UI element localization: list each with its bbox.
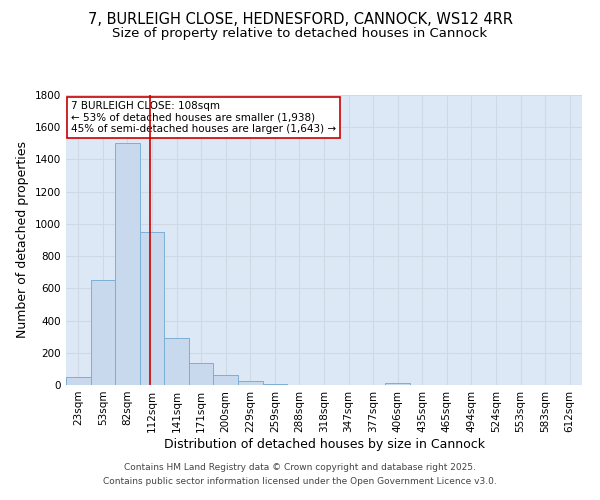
Bar — [263, 384, 287, 385]
Bar — [91, 280, 115, 385]
Bar — [140, 232, 164, 385]
Bar — [385, 383, 410, 385]
Bar — [238, 382, 263, 385]
Text: Size of property relative to detached houses in Cannock: Size of property relative to detached ho… — [112, 28, 488, 40]
Text: Contains HM Land Registry data © Crown copyright and database right 2025.: Contains HM Land Registry data © Crown c… — [124, 464, 476, 472]
Text: Contains public sector information licensed under the Open Government Licence v3: Contains public sector information licen… — [103, 477, 497, 486]
Bar — [164, 338, 189, 385]
Bar — [214, 375, 238, 385]
Bar — [66, 378, 91, 385]
Text: 7 BURLEIGH CLOSE: 108sqm
← 53% of detached houses are smaller (1,938)
45% of sem: 7 BURLEIGH CLOSE: 108sqm ← 53% of detach… — [71, 101, 336, 134]
Y-axis label: Number of detached properties: Number of detached properties — [16, 142, 29, 338]
X-axis label: Distribution of detached houses by size in Cannock: Distribution of detached houses by size … — [163, 438, 485, 450]
Bar — [115, 144, 140, 385]
Bar — [189, 363, 214, 385]
Text: 7, BURLEIGH CLOSE, HEDNESFORD, CANNOCK, WS12 4RR: 7, BURLEIGH CLOSE, HEDNESFORD, CANNOCK, … — [88, 12, 512, 28]
